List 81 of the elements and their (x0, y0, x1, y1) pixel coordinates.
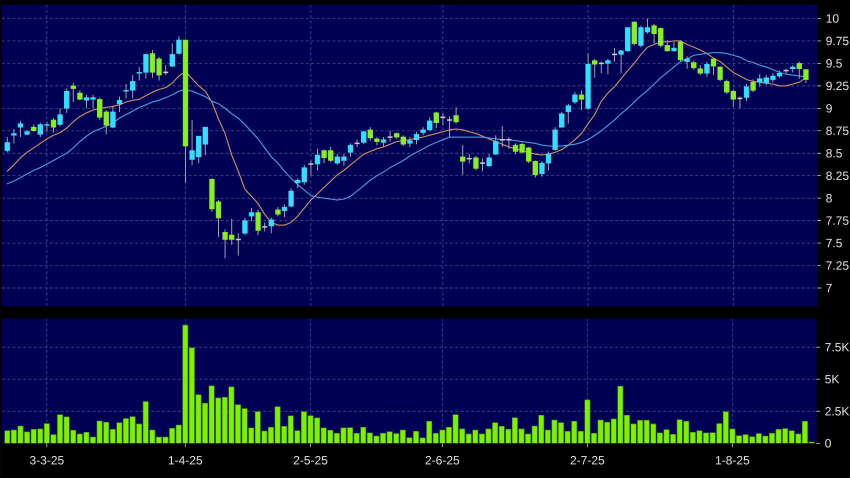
candlestick (684, 56, 690, 70)
candlestick (288, 188, 294, 208)
candlestick (552, 126, 558, 152)
candlestick (162, 64, 169, 76)
candlestick (380, 136, 386, 148)
candlestick (255, 209, 261, 236)
y-tick-label: 7.25 (826, 261, 849, 270)
candlestick (368, 126, 373, 142)
y-tick-label: 7.75 (826, 216, 849, 225)
candlestick (611, 48, 618, 62)
candlestick (434, 111, 439, 129)
candlestick (744, 84, 750, 102)
candlestick (348, 142, 354, 158)
candlestick (176, 36, 182, 55)
y-tick-label: 7 (826, 284, 832, 292)
y-tick-label: 9.5 (826, 59, 842, 68)
candlestick (18, 120, 24, 138)
candlestick (717, 66, 723, 82)
y-tick-label: 10 (826, 14, 839, 23)
candlestick (70, 82, 76, 103)
candlestick (308, 160, 314, 176)
y-tick-label: 0 (825, 439, 831, 448)
candlestick (710, 58, 716, 76)
candlestick (598, 61, 605, 74)
candlestick (268, 217, 274, 234)
candlestick (671, 41, 677, 52)
x-tick-label: 1-4-25 (168, 456, 202, 464)
candlestick (282, 204, 288, 218)
candlestick (572, 92, 578, 104)
candlestick (796, 61, 802, 80)
x-tick-label: 2-6-25 (426, 456, 460, 464)
y-tick-label: 8.75 (826, 126, 849, 136)
y-tick-label: 8.25 (826, 171, 849, 180)
candlestick (242, 217, 248, 236)
y-tick-label: 8 (826, 194, 832, 202)
x-tick-label: 2-5-25 (294, 456, 328, 464)
candlestick (414, 131, 420, 145)
candlestick (605, 58, 611, 75)
x-tick-label: 2-7-25 (570, 456, 604, 464)
candlestick (486, 154, 492, 168)
candlestick (473, 155, 479, 171)
candlestick (750, 79, 756, 93)
candlestick (110, 105, 116, 129)
candlestick (493, 134, 498, 156)
candlestick (361, 130, 366, 145)
candlestick (592, 58, 598, 78)
candlestick (314, 148, 320, 171)
candlestick (116, 96, 122, 112)
candlestick (453, 106, 459, 124)
candlestick (632, 20, 637, 46)
y-tick-label: 2.5K (825, 407, 850, 416)
y-tick-label: 9.75 (826, 36, 849, 46)
y-tick-label: 7.5K (825, 342, 850, 352)
candlestick (407, 136, 413, 148)
x-tick-label: 3-3-25 (30, 456, 64, 464)
candlestick (479, 158, 486, 172)
candlestick (77, 90, 83, 101)
candlestick (440, 113, 446, 126)
candlestick (578, 90, 584, 111)
candlestick (50, 118, 56, 134)
y-tick-label: 8.5 (826, 148, 842, 158)
candlestick (460, 144, 466, 176)
candlestick (566, 103, 571, 124)
candlestick (559, 111, 564, 128)
candlestick (698, 64, 703, 76)
candlestick (736, 96, 744, 109)
y-tick-label: 9 (826, 104, 832, 113)
y-tick-label: 5K (825, 375, 840, 384)
candlestick (248, 208, 254, 222)
candlestick (4, 136, 10, 153)
candlestick (678, 40, 684, 62)
candlestick (386, 130, 394, 142)
candlestick (11, 128, 17, 144)
candlestick (64, 88, 70, 114)
candlestick (170, 43, 175, 68)
y-tick-label: 7.5 (826, 238, 842, 248)
x-tick-label: 1-8-25 (716, 456, 750, 464)
candlestick (803, 68, 809, 84)
y-tick-label: 9.25 (826, 82, 849, 90)
candlestick (57, 108, 63, 127)
candlestick (704, 61, 710, 78)
